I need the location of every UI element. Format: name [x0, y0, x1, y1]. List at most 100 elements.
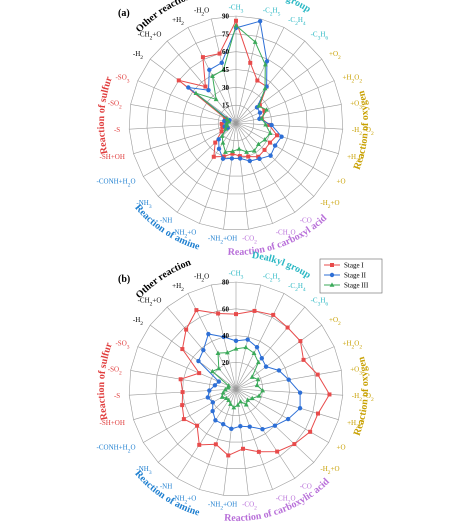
category-label: -NH3 [136, 465, 151, 476]
group-label: Other reaction [134, 257, 193, 301]
data-point [223, 126, 229, 131]
category-label: -CH3 [229, 4, 244, 15]
spoke [133, 122, 237, 154]
category-label: +O2 [329, 50, 341, 61]
tick-label: 60 [222, 48, 230, 56]
spoke [223, 122, 237, 230]
category-label: -H2O [194, 7, 209, 18]
tick-label: 30 [222, 84, 230, 92]
data-point [219, 394, 225, 399]
data-point [229, 156, 235, 161]
data-point [223, 149, 228, 154]
data-point [262, 61, 268, 67]
spoke [235, 388, 273, 490]
spoke [235, 58, 323, 124]
data-point [212, 383, 218, 388]
data-point [247, 158, 253, 164]
spoke [235, 122, 315, 197]
data-point [220, 140, 226, 145]
category-label: -C2H4 [288, 16, 306, 27]
data-point [275, 449, 280, 454]
data-point [262, 85, 268, 91]
spoke [199, 122, 237, 224]
data-point [301, 357, 306, 362]
category-label: -C2H5 [263, 7, 281, 18]
data-point [211, 154, 216, 159]
category-label: -H2 [133, 50, 143, 61]
tick-label: 60 [222, 305, 230, 313]
data-point [217, 51, 222, 56]
data-point [223, 116, 228, 121]
data-point [245, 337, 250, 342]
data-point [256, 154, 261, 159]
group-label: Reaction of sulfur [96, 75, 115, 155]
data-point [285, 416, 291, 422]
category-label: -CO2 [242, 501, 257, 512]
category-label: -SO2 [108, 99, 122, 110]
data-point [213, 96, 219, 102]
category-label: -CO [300, 216, 312, 224]
series-stage-iii [209, 344, 266, 410]
category-label: -CONH+H2O [97, 444, 136, 455]
data-point [222, 118, 227, 124]
group-label: Dealkyl group [251, 0, 313, 15]
data-point [194, 308, 199, 313]
spoke [166, 306, 237, 390]
category-label: -CH2O [276, 495, 296, 506]
data-point [276, 368, 282, 373]
data-point [233, 346, 239, 351]
data-point [220, 125, 225, 130]
category-label: +O3 [350, 365, 362, 376]
data-point [236, 146, 242, 151]
legend-marker [329, 282, 335, 287]
legend: Stage I Stage II Stage III [319, 258, 383, 294]
category-label: -CH2O [276, 229, 296, 240]
spoke [235, 40, 306, 124]
data-point [286, 377, 291, 382]
legend-label: Stage II [344, 272, 367, 280]
spoke [176, 122, 237, 213]
data-point [226, 119, 232, 124]
category-label: -SO3 [115, 74, 129, 85]
data-point [180, 390, 185, 395]
data-point [197, 442, 202, 447]
spoke [235, 27, 285, 124]
category-label: -NH [160, 216, 172, 224]
category-label: -CH3 [229, 270, 244, 281]
spoke [235, 388, 339, 420]
series-stage-iii [193, 22, 273, 154]
grid-ring [164, 51, 308, 195]
data-point [201, 347, 206, 353]
grid-ring [128, 15, 344, 230]
category-label: -CO [300, 482, 312, 490]
data-point [254, 382, 260, 388]
spoke [235, 122, 273, 224]
data-point [254, 344, 260, 350]
data-point [264, 107, 269, 112]
data-point [176, 78, 181, 83]
data-point [216, 146, 222, 152]
data-point [271, 312, 276, 317]
panel-label: (b) [118, 274, 130, 285]
data-point [285, 325, 290, 330]
tick-label: 15 [222, 102, 230, 110]
data-point [223, 395, 229, 400]
spoke [235, 122, 329, 177]
category-label: -CONH+H2O [97, 178, 136, 189]
spoke [235, 284, 261, 390]
category-label: -CH2+O [138, 297, 162, 308]
data-point [220, 67, 226, 72]
data-point [262, 137, 268, 142]
data-point [249, 395, 255, 401]
data-point [234, 18, 238, 23]
data-point [267, 130, 273, 136]
category-label: -C2H5 [263, 273, 281, 284]
data-point [257, 110, 263, 115]
category-label: -NH3 [136, 199, 151, 210]
spoke [129, 122, 237, 130]
data-point [298, 339, 303, 344]
data-point [252, 308, 257, 313]
data-point [316, 411, 321, 416]
spoke [137, 80, 237, 124]
spoke [235, 122, 343, 130]
